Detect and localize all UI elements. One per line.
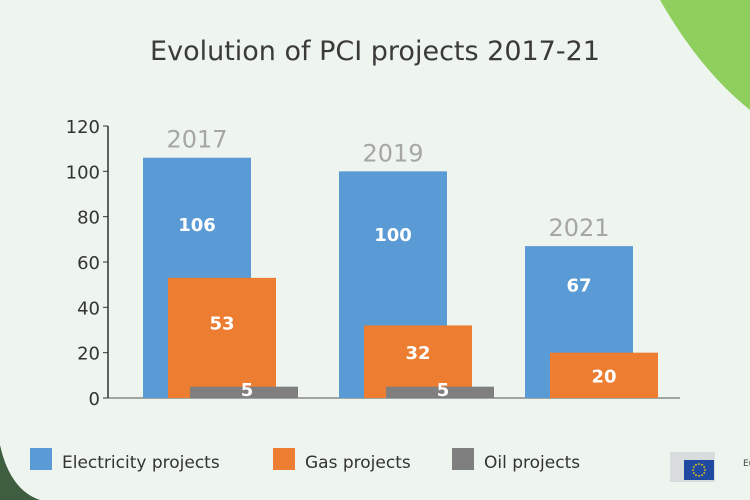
data-label: 106 bbox=[178, 215, 216, 236]
bar-gas-projects bbox=[364, 325, 472, 398]
y-tick-label: 40 bbox=[77, 298, 100, 319]
eu-star bbox=[703, 472, 706, 474]
data-label: 32 bbox=[405, 343, 430, 364]
data-label: 53 bbox=[209, 314, 234, 335]
bar-oil-projects bbox=[190, 386, 298, 398]
category-label: 2019 bbox=[362, 139, 423, 167]
bar-oil-projects bbox=[386, 386, 494, 398]
eu-star bbox=[692, 466, 695, 468]
category-label: 2021 bbox=[548, 214, 609, 242]
corner-decoration bbox=[0, 445, 40, 500]
y-tick-label: 120 bbox=[66, 117, 100, 138]
eu-star bbox=[701, 463, 703, 466]
legend-label: Electricity projects bbox=[62, 453, 220, 473]
eu-star bbox=[698, 475, 700, 477]
data-label: 100 bbox=[374, 225, 412, 246]
eu-star bbox=[703, 466, 706, 468]
data-label: 20 bbox=[591, 366, 616, 387]
category-label: 2017 bbox=[166, 126, 227, 154]
data-label: 5 bbox=[241, 380, 254, 401]
bar-gas-projects bbox=[168, 277, 276, 398]
y-tick-label: 20 bbox=[77, 344, 100, 365]
y-tick-label: 0 bbox=[89, 389, 100, 410]
eu-star bbox=[701, 474, 703, 477]
legend-swatch bbox=[452, 448, 474, 470]
eu-star bbox=[704, 469, 706, 471]
bar-gas-projects bbox=[550, 352, 658, 398]
eu-star bbox=[695, 474, 697, 477]
eu-flag-logo bbox=[684, 460, 714, 480]
leaf-decoration bbox=[660, 0, 750, 110]
chart-title: Evolution of PCI projects 2017-21 bbox=[150, 36, 600, 67]
data-label: 67 bbox=[566, 276, 591, 297]
legend-swatch bbox=[30, 448, 52, 470]
legend-label: Gas projects bbox=[305, 453, 411, 473]
y-tick-label: 60 bbox=[77, 253, 100, 274]
legend-swatch bbox=[273, 448, 295, 470]
eu-star bbox=[692, 469, 694, 471]
y-tick-label: 80 bbox=[77, 208, 100, 229]
data-label: 5 bbox=[437, 380, 450, 401]
logo-text: Eu bbox=[743, 459, 750, 469]
eu-star bbox=[692, 472, 695, 474]
legend-label: Oil projects bbox=[484, 453, 580, 473]
y-tick-label: 100 bbox=[66, 162, 100, 183]
eu-star bbox=[698, 463, 700, 465]
eu-star bbox=[695, 463, 697, 466]
